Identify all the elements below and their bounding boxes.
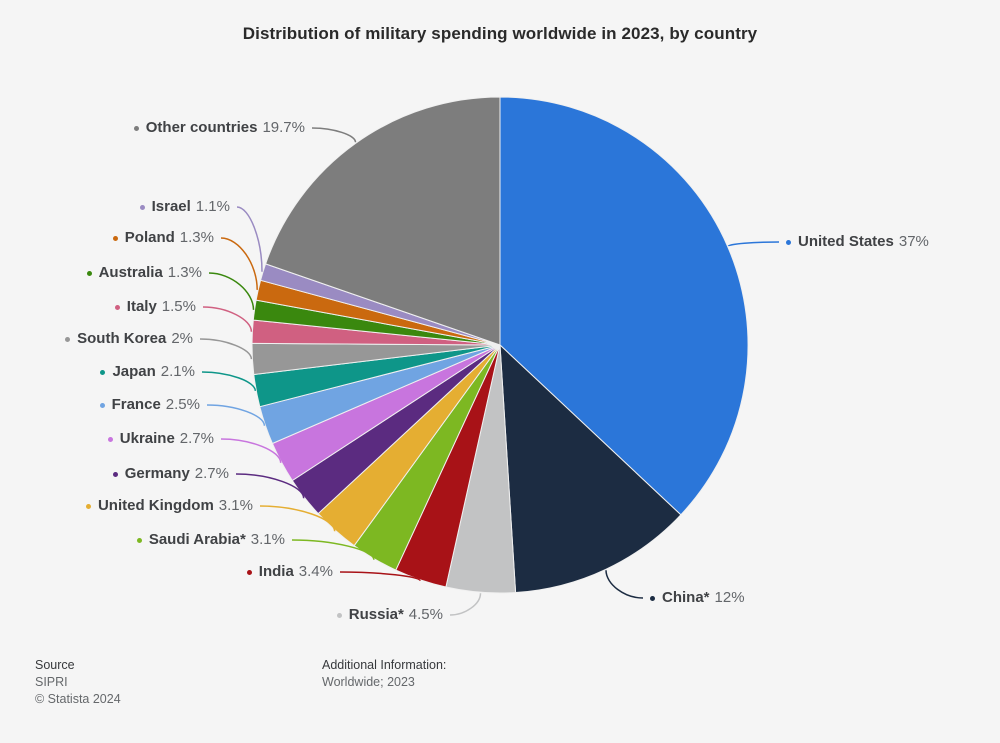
chart-title: Distribution of military spending worldw… (242, 24, 758, 43)
leader-line-united-states (727, 241, 780, 247)
leader-line-israel (236, 206, 263, 272)
source-name: SIPRI (35, 675, 68, 689)
leader-line-poland (220, 237, 258, 290)
additional-info-label: Additional Information: (322, 658, 447, 672)
leader-line-australia (208, 272, 255, 310)
leader-line-france (206, 404, 266, 426)
leader-line-china (605, 570, 644, 599)
leader-line-india (339, 571, 421, 582)
leader-line-italy (202, 306, 253, 332)
additional-info-block: Additional Information: Worldwide; 2023 (322, 657, 446, 691)
leader-line-russia (449, 593, 482, 616)
leader-line-south-korea (199, 338, 253, 360)
leader-line-germany (235, 473, 305, 499)
leader-line-saudi-arabia (291, 539, 375, 560)
source-label: Source (35, 658, 75, 672)
pie-slice-other-countries[interactable] (264, 96, 501, 346)
source-block: Source SIPRI © Statista 2024 (35, 657, 121, 708)
additional-info-value: Worldwide; 2023 (322, 675, 415, 689)
leader-line-japan (201, 371, 257, 392)
copyright: © Statista 2024 (35, 692, 121, 706)
pie-slice-united-states[interactable] (499, 96, 749, 516)
leader-line-united-kingdom (259, 505, 336, 532)
leader-line-other-countries (311, 127, 357, 143)
pie-slice-china[interactable] (499, 343, 682, 594)
leader-line-ukraine (220, 438, 282, 464)
